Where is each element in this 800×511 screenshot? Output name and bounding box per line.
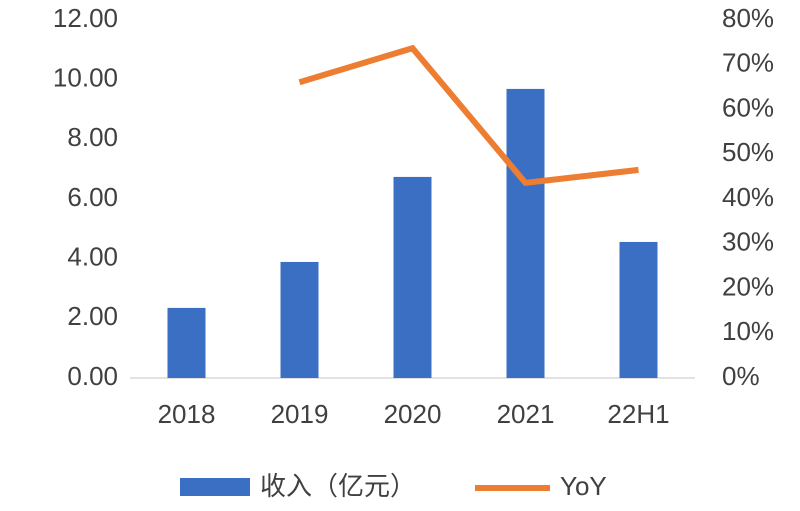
- x-tick-label: 22H1: [607, 399, 669, 429]
- line: [298, 44, 639, 187]
- x-tick-label: 2019: [271, 399, 329, 429]
- x-tick-label: 2021: [497, 399, 555, 429]
- y-tick-label: 6.00: [67, 182, 118, 212]
- y2-tick-label: 40%: [722, 182, 774, 212]
- y2-tick-label: 0%: [722, 361, 760, 391]
- x-tick-label: 2018: [158, 399, 216, 429]
- y2-tick-label: 70%: [722, 48, 774, 78]
- bar: [167, 307, 206, 378]
- y-tick-label: 10.00: [53, 63, 118, 93]
- y2-tick-label: 50%: [722, 137, 774, 167]
- y-tick-label: 4.00: [67, 242, 118, 272]
- bar: [280, 261, 319, 378]
- y-tick-label: 8.00: [67, 122, 118, 152]
- legend-swatch: [180, 478, 250, 496]
- y2-tick-label: 20%: [722, 271, 774, 301]
- x-tick-label: 2020: [384, 399, 442, 429]
- y2-tick-label: 80%: [722, 3, 774, 33]
- y2-tick-label: 10%: [722, 316, 774, 346]
- bar: [393, 176, 432, 378]
- y-tick-label: 2.00: [67, 301, 118, 331]
- bar: [506, 88, 545, 378]
- legend-label: YoY: [560, 471, 607, 501]
- legend-label: 收入（亿元）: [260, 471, 416, 501]
- y2-tick-label: 60%: [722, 92, 774, 122]
- y-tick-label: 12.00: [53, 3, 118, 33]
- y-tick-label: 0.00: [67, 361, 118, 391]
- y2-tick-label: 30%: [722, 227, 774, 257]
- bar: [619, 241, 658, 378]
